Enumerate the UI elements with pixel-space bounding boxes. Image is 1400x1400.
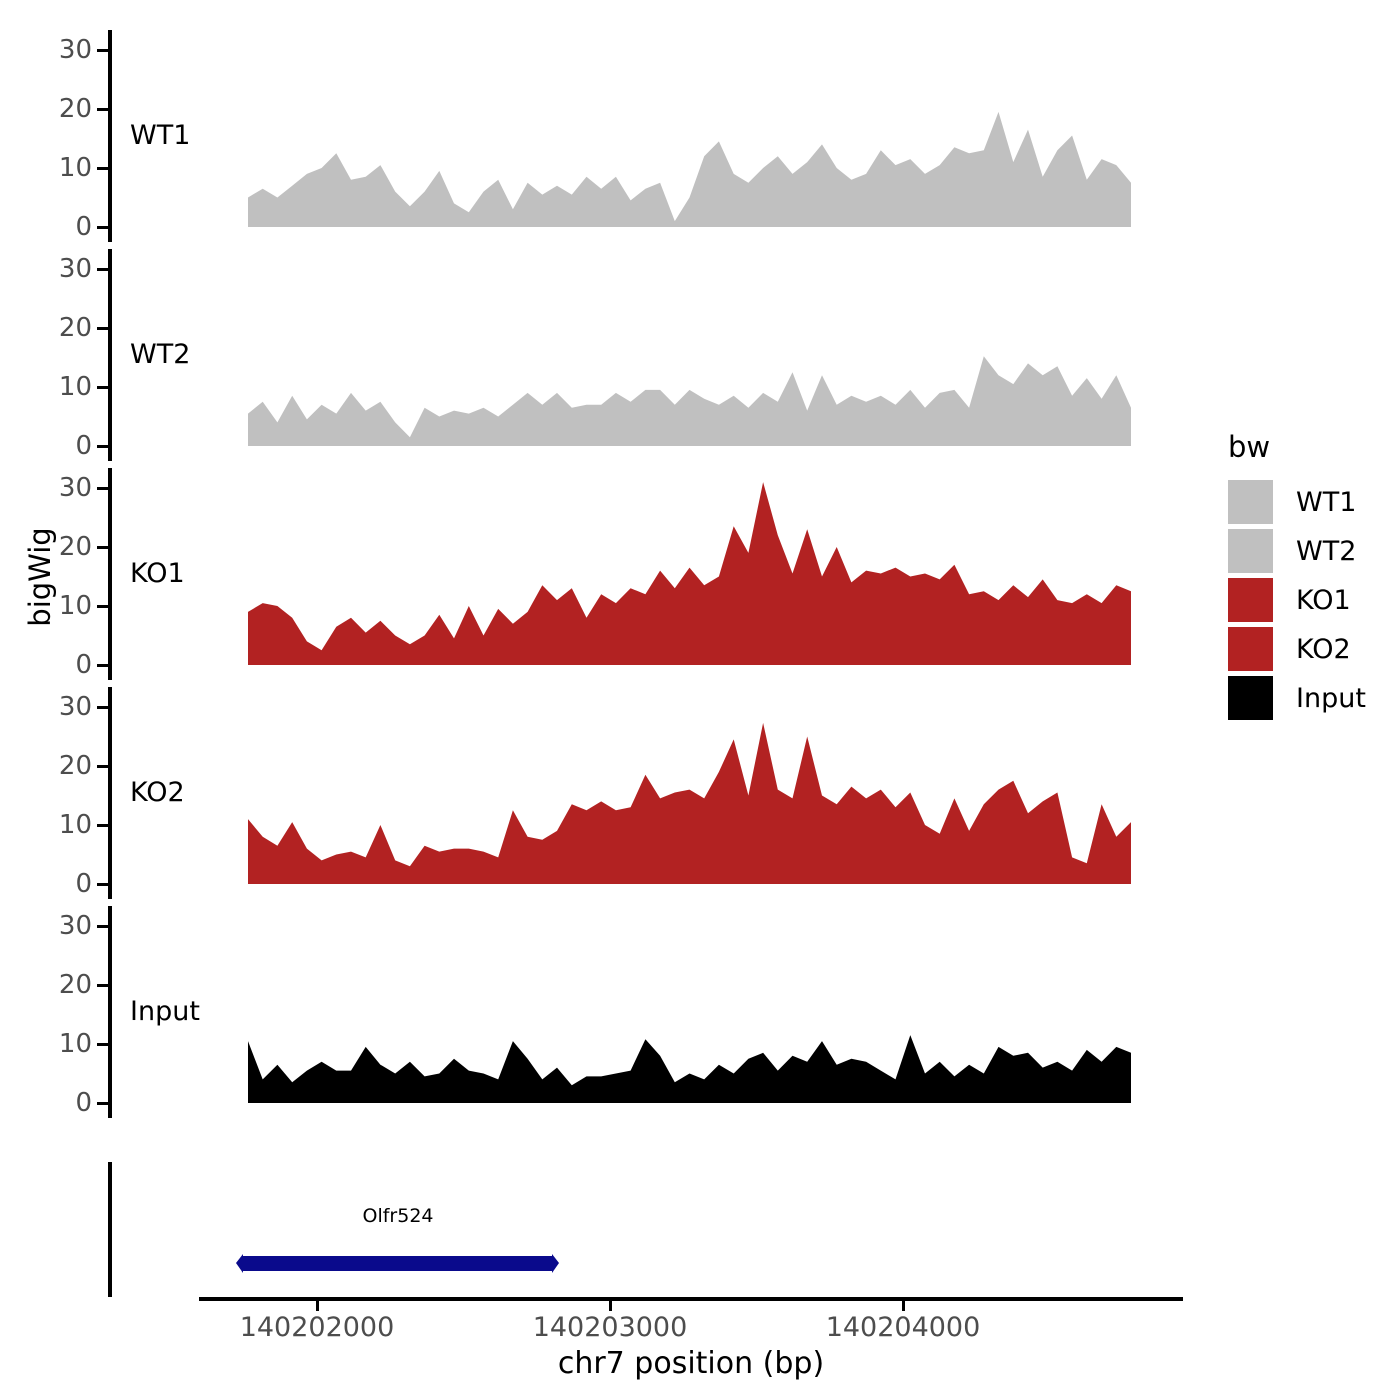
track-area-chart [248, 722, 1131, 884]
track-area-chart [248, 1035, 1131, 1103]
area-series-ko1 [248, 482, 1131, 665]
area-series-wt1 [248, 111, 1131, 227]
y-tick-mark [97, 1042, 108, 1046]
legend-label-ko2: KO2 [1296, 633, 1351, 665]
y-tick-mark [97, 225, 108, 229]
y-tick-label: 30 [58, 692, 92, 722]
y-tick-label: 20 [58, 94, 92, 124]
y-tick-mark [97, 764, 108, 768]
x-axis-title: chr7 position (bp) [557, 1346, 825, 1381]
genes-facet: Genes [0, 1162, 1400, 1302]
track-area-chart [248, 482, 1131, 665]
y-tick-label: 10 [58, 153, 92, 183]
gene-body-bar [236, 1254, 559, 1273]
y-axis-line [108, 249, 112, 461]
y-tick-label: 0 [75, 650, 92, 680]
y-tick-label: 20 [58, 970, 92, 1000]
legend-label-input: Input [1296, 682, 1366, 714]
gene-label: Olfr524 [362, 1205, 434, 1227]
area-series-ko2 [248, 722, 1131, 884]
track-label-input: Input [130, 996, 200, 1027]
track-facet-input: 0 10 20 30 Input [0, 906, 1400, 1118]
y-tick-mark [97, 983, 108, 987]
y-tick-mark [97, 823, 108, 827]
y-tick-mark [97, 326, 108, 330]
y-tick-label: 20 [58, 313, 92, 343]
y-axis-line [108, 468, 112, 680]
legend-item-ko1: KO1 [1228, 578, 1366, 622]
x-tick-mark [901, 1301, 905, 1311]
y-tick-mark [97, 663, 108, 667]
legend-items: WT1 WT2 KO1 KO2 Input [1228, 480, 1366, 720]
y-tick-mark [97, 924, 108, 928]
y-axis-line [108, 30, 112, 242]
y-tick-label: 20 [58, 751, 92, 781]
y-tick-label: 0 [75, 431, 92, 461]
x-axis-line [199, 1297, 1183, 1301]
track-facet-ko1: 0 10 20 30 KO1 [0, 468, 1400, 680]
legend-item-ko2: KO2 [1228, 627, 1366, 671]
y-tick-mark [97, 166, 108, 170]
legend-label-wt2: WT2 [1296, 535, 1357, 567]
y-tick-mark [97, 48, 108, 52]
legend-item-input: Input [1228, 676, 1366, 720]
y-axis-line [108, 906, 112, 1118]
y-tick-label: 20 [58, 532, 92, 562]
legend: bw WT1 WT2 KO1 KO2 Input [1228, 430, 1366, 725]
x-tick-label: 140203000 [532, 1312, 688, 1343]
y-axis-line [108, 687, 112, 899]
legend-swatch-wt2 [1228, 529, 1273, 573]
y-tick-mark [97, 444, 108, 448]
track-area-chart [248, 356, 1131, 446]
track-facet-ko2: 0 10 20 30 KO2 [0, 687, 1400, 899]
track-label-ko1: KO1 [130, 558, 185, 589]
y-tick-mark [97, 107, 108, 111]
track-label-ko2: KO2 [130, 777, 185, 808]
y-tick-label: 10 [58, 591, 92, 621]
y-tick-mark [97, 882, 108, 886]
y-tick-mark [97, 545, 108, 549]
x-tick-mark [608, 1301, 612, 1311]
legend-swatch-input [1228, 676, 1273, 720]
legend-swatch-wt1 [1228, 480, 1273, 524]
track-label-wt1: WT1 [130, 120, 191, 151]
y-tick-label: 30 [58, 35, 92, 65]
y-tick-label: 0 [75, 869, 92, 899]
y-tick-label: 0 [75, 1088, 92, 1118]
legend-item-wt1: WT1 [1228, 480, 1366, 524]
legend-title: bw [1228, 430, 1271, 464]
y-tick-mark [97, 1101, 108, 1105]
y-tick-label: 10 [58, 810, 92, 840]
y-tick-mark [97, 385, 108, 389]
y-tick-label: 30 [58, 911, 92, 941]
area-series-input [248, 1035, 1131, 1103]
legend-swatch-ko2 [1228, 627, 1273, 671]
y-tick-label: 30 [58, 254, 92, 284]
legend-item-wt2: WT2 [1228, 529, 1366, 573]
x-tick-label: 140202000 [239, 1312, 395, 1343]
y-tick-mark [97, 705, 108, 709]
genes-y-axis-line [108, 1162, 112, 1297]
x-tick-label: 140204000 [825, 1312, 981, 1343]
track-area-chart [248, 111, 1131, 227]
y-tick-mark [97, 267, 108, 271]
y-tick-mark [97, 486, 108, 490]
y-tick-label: 10 [58, 1029, 92, 1059]
track-label-wt2: WT2 [130, 339, 191, 370]
y-tick-mark [97, 604, 108, 608]
y-tick-label: 30 [58, 473, 92, 503]
x-tick-mark [315, 1301, 319, 1311]
legend-label-ko1: KO1 [1296, 584, 1351, 616]
legend-swatch-ko1 [1228, 578, 1273, 622]
track-facet-wt1: 0 10 20 30 WT1 [0, 30, 1400, 242]
area-series-wt2 [248, 356, 1131, 446]
y-tick-label: 10 [58, 372, 92, 402]
legend-label-wt1: WT1 [1296, 486, 1357, 518]
y-tick-label: 0 [75, 212, 92, 242]
track-facet-wt2: 0 10 20 30 WT2 [0, 249, 1400, 461]
